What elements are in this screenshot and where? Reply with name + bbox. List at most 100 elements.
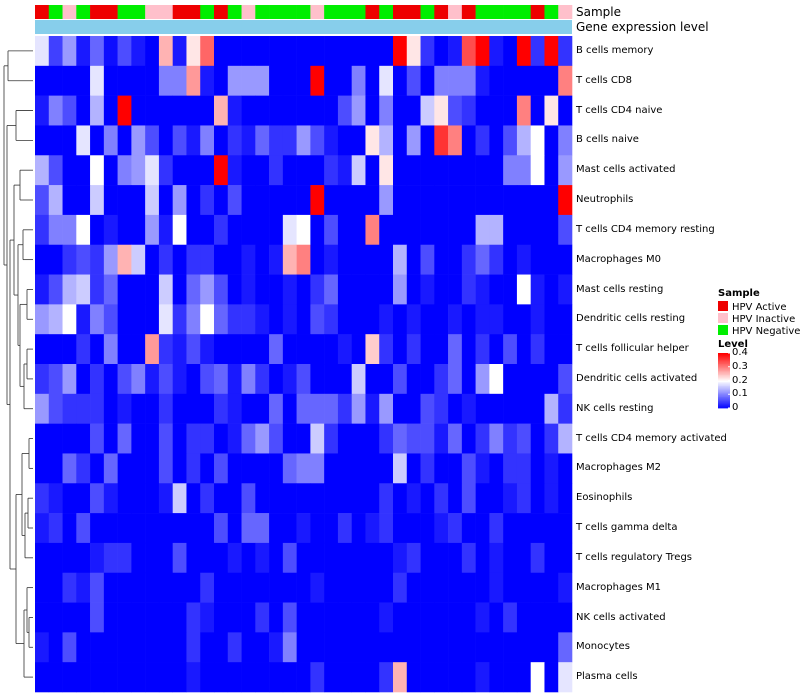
heatmap-cell — [241, 483, 256, 514]
heatmap-cell — [200, 453, 215, 484]
heatmap-cell — [558, 662, 573, 693]
heatmap-cell — [448, 214, 463, 246]
heatmap-cell — [544, 423, 559, 454]
heatmap-cell — [255, 304, 270, 335]
heatmap-cell — [544, 334, 559, 365]
heatmap-cell — [117, 304, 132, 335]
heatmap-cell — [76, 542, 91, 574]
level-gradient-step — [718, 395, 730, 398]
heatmap-cell — [461, 572, 476, 603]
heatmap-cell — [200, 602, 215, 633]
heatmap-cell — [48, 453, 63, 484]
heatmap-cell — [117, 483, 132, 514]
legend-hpv-negative-label: HPV Negative — [732, 326, 800, 337]
heatmap-cell — [379, 185, 394, 216]
heatmap-cell — [186, 542, 201, 574]
heatmap-cell — [475, 662, 490, 693]
heatmap-cell — [269, 155, 284, 186]
heatmap-cell — [351, 274, 366, 305]
heatmap-cell — [475, 483, 490, 514]
heatmap-cell — [282, 304, 297, 335]
heatmap-cell — [516, 513, 531, 544]
heatmap-cell — [379, 65, 394, 96]
heatmap-cell — [90, 95, 105, 126]
row-label: T cells CD4 memory activated — [576, 432, 727, 444]
heatmap-cell — [475, 453, 490, 484]
heatmap-cell — [269, 602, 284, 633]
heatmap-cell — [158, 185, 173, 216]
heatmap-cell — [379, 95, 394, 126]
heatmap-cell — [503, 214, 518, 246]
heatmap-cell — [503, 513, 518, 544]
heatmap-cell — [227, 542, 242, 574]
heatmap-cell — [103, 304, 118, 335]
heatmap-cell — [172, 334, 187, 365]
heatmap-cell — [503, 364, 518, 395]
heatmap-cell — [503, 334, 518, 365]
heatmap-cell — [255, 423, 270, 454]
level-gradient-step — [718, 354, 730, 357]
heatmap-cell — [62, 602, 77, 633]
heatmap-cell — [503, 632, 518, 663]
heatmap-cell — [351, 65, 366, 96]
heatmap-cell — [76, 36, 91, 67]
heatmap-cell — [406, 423, 421, 454]
heatmap-cell — [516, 602, 531, 633]
heatmap-cell — [351, 364, 366, 395]
heatmap-cell — [145, 95, 160, 126]
heatmap-cell — [214, 95, 229, 126]
heatmap-cell — [214, 453, 229, 484]
heatmap-cell — [365, 274, 380, 305]
heatmap-cell — [158, 572, 173, 603]
heatmap-cell — [434, 65, 449, 96]
heatmap-cell — [145, 542, 160, 574]
heatmap-cell — [530, 393, 545, 424]
heatmap-cell — [393, 125, 408, 156]
heatmap-cell — [544, 244, 559, 275]
heatmap-cell — [103, 602, 118, 633]
heatmap-cell — [117, 95, 132, 126]
heatmap-cell — [475, 334, 490, 365]
heatmap-cell — [530, 125, 545, 156]
heatmap-cell — [227, 304, 242, 335]
heatmap-cell — [48, 334, 63, 365]
heatmap-cell — [35, 542, 50, 574]
heatmap-cell — [406, 36, 421, 67]
level-gradient-step — [718, 405, 730, 408]
heatmap-cell — [131, 393, 146, 424]
level-gradient-step — [718, 358, 730, 361]
heatmap-cell — [227, 513, 242, 544]
legend-swatch-hpv-inactive — [718, 313, 728, 323]
heatmap-cell — [145, 185, 160, 216]
heatmap-cell — [516, 423, 531, 454]
heatmap-cell — [393, 513, 408, 544]
heatmap-cell — [296, 364, 311, 395]
heatmap-cell — [544, 125, 559, 156]
heatmap-cell — [461, 95, 476, 126]
heatmap-cell — [227, 423, 242, 454]
heatmap-cell — [241, 214, 256, 246]
heatmap-cell — [227, 453, 242, 484]
row-label: Mast cells activated — [576, 164, 676, 176]
heatmap-cell — [62, 125, 77, 156]
row-label: T cells CD4 memory resting — [576, 223, 715, 235]
heatmap-cell — [544, 393, 559, 424]
heatmap-cell — [90, 214, 105, 246]
heatmap-cell — [365, 542, 380, 574]
heatmap-cell — [35, 36, 50, 67]
level-gradient-step — [718, 376, 730, 379]
heatmap-cell — [393, 632, 408, 663]
heatmap-cell — [516, 155, 531, 186]
heatmap-cell — [420, 453, 435, 484]
heatmap-cell — [310, 602, 325, 633]
heatmap-cell — [503, 185, 518, 216]
heatmap-cell — [241, 95, 256, 126]
heatmap-cell — [558, 304, 573, 335]
heatmap-cell — [90, 572, 105, 603]
heatmap-cell — [365, 453, 380, 484]
legend-swatch-hpv-active — [718, 301, 728, 311]
heatmap-cell — [269, 364, 284, 395]
heatmap-cell — [282, 572, 297, 603]
heatmap-cell — [406, 453, 421, 484]
heatmap-cell — [62, 65, 77, 96]
